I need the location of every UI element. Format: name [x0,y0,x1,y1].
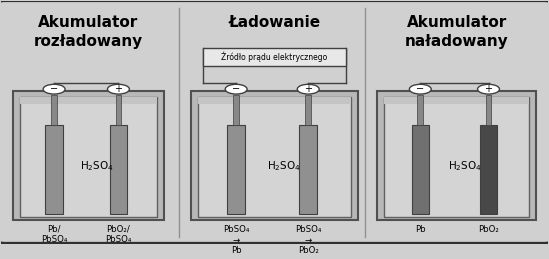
Text: −: − [416,84,424,94]
Bar [305,95,311,125]
Bar [377,91,536,220]
Text: +: + [114,84,122,94]
Bar [116,95,121,125]
Bar [227,125,245,214]
Bar [486,95,491,125]
Bar [417,95,423,125]
Bar [198,97,351,104]
Bar [191,91,358,220]
Bar [412,125,429,214]
Text: −: − [232,84,240,94]
Bar [110,125,127,214]
Bar [13,91,164,220]
Text: PbO₂: PbO₂ [478,225,499,234]
Bar [233,95,239,125]
Bar [198,97,351,217]
Text: −: − [50,84,58,94]
Bar [384,97,529,104]
Bar [203,48,346,66]
Text: PbSO₄
→
PbO₂: PbSO₄ → PbO₂ [295,225,321,255]
Text: Ładowanie: Ładowanie [228,15,321,30]
Text: PbSO₄
→
Pb: PbSO₄ → Pb [223,225,249,255]
Circle shape [410,84,432,94]
Text: H$_2$SO$_4$: H$_2$SO$_4$ [449,160,482,174]
Text: Akumulator
rozładowany: Akumulator rozładowany [33,15,143,49]
Bar [480,125,497,214]
Text: Pb/
PbSO₄: Pb/ PbSO₄ [41,225,68,244]
Text: H$_2$SO$_4$: H$_2$SO$_4$ [267,160,301,174]
Circle shape [225,84,247,94]
Text: Akumulator
naładowany: Akumulator naładowany [405,15,508,49]
Text: Pb: Pb [415,225,425,234]
FancyBboxPatch shape [0,1,549,243]
Bar [20,97,157,104]
Text: Źródło prądu elektrycznego: Źródło prądu elektrycznego [221,52,328,62]
Circle shape [478,84,500,94]
Bar [51,95,57,125]
Circle shape [43,84,65,94]
Bar [20,97,157,217]
Bar [299,125,317,214]
Bar [46,125,63,214]
Text: +: + [485,84,492,94]
Text: PbO₂/
PbSO₄: PbO₂/ PbSO₄ [105,225,132,244]
Text: H$_2$SO$_4$: H$_2$SO$_4$ [80,160,114,174]
Text: +: + [304,84,312,94]
Circle shape [108,84,130,94]
Circle shape [297,84,319,94]
Bar [384,97,529,217]
